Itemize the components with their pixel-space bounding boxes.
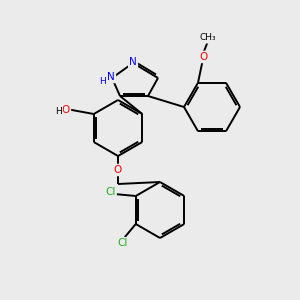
Text: Cl: Cl [118,238,128,248]
Text: Cl: Cl [105,187,116,197]
Text: O: O [62,105,70,115]
Text: O: O [199,52,207,62]
Text: H: H [56,107,62,116]
Text: O: O [114,165,122,175]
Text: N: N [129,57,137,67]
Text: N: N [107,72,115,82]
Text: CH₃: CH₃ [200,34,216,43]
Text: H: H [100,77,106,86]
